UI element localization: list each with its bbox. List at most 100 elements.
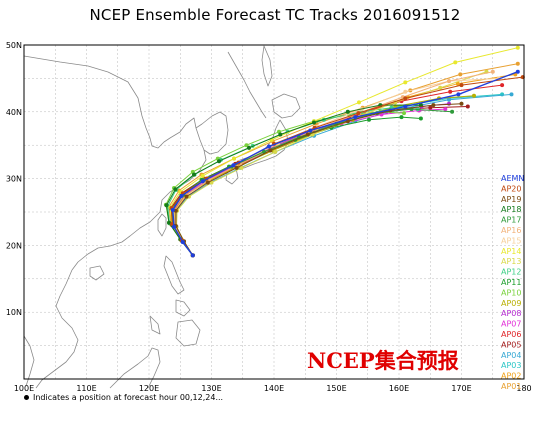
track-point xyxy=(305,132,310,137)
lat-tick-label: 10N xyxy=(6,308,22,317)
legend-entry-ap16: AP16 xyxy=(501,226,521,235)
palawan xyxy=(149,315,161,335)
position-dot-icon xyxy=(24,395,29,400)
track-point xyxy=(172,224,176,229)
track-point xyxy=(450,109,455,114)
lon-tick-label: 150E xyxy=(326,384,346,393)
legend-entry-ap13: AP13 xyxy=(501,257,521,266)
track-point xyxy=(465,104,470,109)
track-layer xyxy=(163,45,525,258)
watermark: NCEP集合预报 xyxy=(307,348,459,373)
mindanao xyxy=(175,319,201,347)
legend-entry-ap12: AP12 xyxy=(501,268,521,277)
track-point xyxy=(232,156,236,161)
track-point xyxy=(490,69,495,74)
track-point xyxy=(278,132,283,137)
track-point xyxy=(447,79,451,84)
track-point xyxy=(456,92,461,97)
track-point xyxy=(200,173,205,178)
track-point xyxy=(173,187,178,192)
track-point xyxy=(431,103,436,108)
legend-entry-ap18: AP18 xyxy=(501,205,521,214)
lat-tick-label: 50N xyxy=(6,41,22,50)
track-point xyxy=(403,89,408,94)
track-point xyxy=(239,165,244,170)
track-point xyxy=(205,180,210,185)
track-point xyxy=(402,111,406,116)
legend-entry-ap08: AP08 xyxy=(501,309,521,318)
track-point xyxy=(453,60,458,65)
legend-entry-ap04: AP04 xyxy=(501,351,521,360)
footnote-text: Indicates a position at forecast hour 00… xyxy=(33,393,224,402)
coastlines xyxy=(23,45,301,389)
track-point xyxy=(356,111,361,116)
track-point xyxy=(234,165,239,170)
sakhalin xyxy=(261,45,273,87)
track-point xyxy=(353,115,358,120)
malay-gulf xyxy=(23,335,35,387)
legend-entry-ap10: AP10 xyxy=(501,288,521,297)
track-point xyxy=(190,253,195,258)
indochina-coast xyxy=(35,269,79,389)
track-point xyxy=(443,107,448,112)
track-point xyxy=(217,159,221,164)
legend-entry-ap20: AP20 xyxy=(501,184,521,193)
borneo-coast xyxy=(109,347,161,389)
axis-labels: 100E 110E 120E 130E 140E 150E 160E 170E 180 10N 20… xyxy=(6,41,532,393)
graticule xyxy=(24,45,524,379)
track-aemn xyxy=(170,69,520,258)
track-point xyxy=(459,83,464,88)
track-point xyxy=(459,101,464,106)
track-point xyxy=(403,104,408,109)
track-point xyxy=(180,240,185,245)
taiwan xyxy=(157,213,167,237)
track-point xyxy=(447,101,451,106)
lon-tick-label: 110E xyxy=(76,384,96,393)
track-point xyxy=(515,69,520,74)
korea-peninsula xyxy=(195,111,229,155)
legend-entry-ap07: AP07 xyxy=(501,320,521,329)
track-point xyxy=(472,93,476,98)
track-point xyxy=(367,117,371,122)
track-point xyxy=(173,208,178,213)
track-point xyxy=(345,109,350,114)
track-point xyxy=(357,100,361,105)
track-point xyxy=(308,128,313,133)
track-ap20 xyxy=(169,75,525,258)
track-point xyxy=(312,120,316,125)
luzon xyxy=(163,255,185,295)
legend-entry-ap09: AP09 xyxy=(501,299,521,308)
russia-coast xyxy=(227,51,267,119)
lon-tick-label: 160E xyxy=(389,384,409,393)
track-point xyxy=(170,208,175,212)
track-point xyxy=(515,45,520,50)
track-point xyxy=(515,61,520,66)
track-point xyxy=(448,89,453,94)
lon-tick-label: 180 xyxy=(516,384,531,393)
lon-tick-label: 130E xyxy=(201,384,221,393)
chart-title: NCEP Ensemble Forecast TC Tracks 2016091… xyxy=(89,6,461,24)
track-point xyxy=(447,97,451,102)
track-point xyxy=(399,115,404,120)
legend-entry-ap05: AP05 xyxy=(501,340,521,349)
lon-tick-label: 100E xyxy=(14,384,34,393)
lat-tick-label: 40N xyxy=(6,108,22,117)
lon-tick-label: 170E xyxy=(451,384,471,393)
legend-entry-aemn: AEMN xyxy=(501,174,524,183)
track-point xyxy=(164,203,169,208)
hokkaido xyxy=(271,93,301,119)
track-point xyxy=(509,92,514,97)
legend-entry-ap03: AP03 xyxy=(501,361,521,370)
legend-entry-ap06: AP06 xyxy=(501,330,521,339)
lon-tick-label: 120E xyxy=(139,384,159,393)
track-ap04 xyxy=(174,92,514,258)
track-ap15 xyxy=(171,76,501,258)
lon-tick-label: 140E xyxy=(264,384,284,393)
track-point xyxy=(428,105,433,110)
legend-entry-ap17: AP17 xyxy=(501,216,521,225)
track-point xyxy=(247,145,251,150)
track-point xyxy=(418,116,423,121)
legend-entry-ap02: AP02 xyxy=(501,372,521,381)
